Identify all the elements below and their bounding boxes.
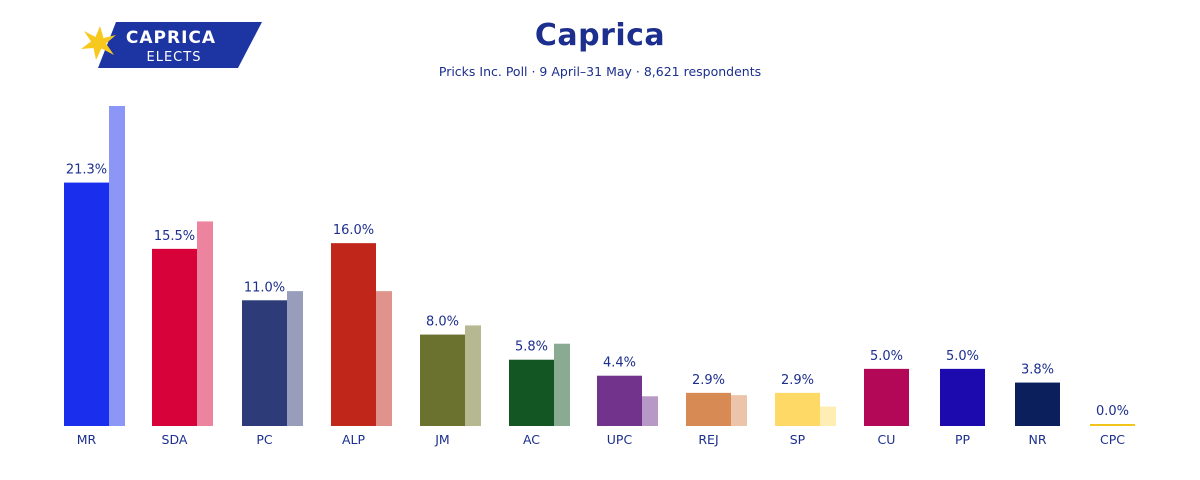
category-label-alp: ALP xyxy=(342,432,366,447)
value-label-alp: 16.0% xyxy=(333,223,374,238)
logo-line-2: ELECTS xyxy=(147,50,202,65)
bar-previous-jm xyxy=(465,325,481,426)
bar-previous-pc xyxy=(287,291,303,426)
value-label-sda: 15.5% xyxy=(154,229,195,244)
category-label-upc: UPC xyxy=(607,432,633,447)
value-label-cu: 5.0% xyxy=(870,349,903,364)
bar-previous-sp xyxy=(820,406,836,426)
logo-banner xyxy=(98,22,262,68)
category-label-cpc: CPC xyxy=(1100,432,1125,447)
category-label-nr: NR xyxy=(1028,432,1046,447)
bar-sda xyxy=(152,248,197,426)
logo-line-1: CAPRICA xyxy=(126,28,216,48)
category-label-sda: SDA xyxy=(162,432,188,447)
value-label-cpc: 0.0% xyxy=(1096,404,1129,419)
bar-jm xyxy=(420,334,465,426)
category-label-pc: PC xyxy=(256,432,273,447)
bar-previous-ac xyxy=(554,343,570,426)
chart-title: Caprica xyxy=(534,18,666,53)
bar-previous-upc xyxy=(642,396,658,426)
bar-upc xyxy=(597,375,642,426)
category-label-mr: MR xyxy=(77,432,97,447)
bar-previous-alp xyxy=(376,291,392,426)
value-label-sp: 2.9% xyxy=(781,373,814,388)
value-label-mr: 21.3% xyxy=(66,163,107,178)
caprica-elects-logo: CAPRICA ELECTS xyxy=(81,22,262,68)
value-label-ac: 5.8% xyxy=(515,340,548,355)
category-label-cu: CU xyxy=(878,432,896,447)
bar-mr xyxy=(64,182,109,426)
bar-nr xyxy=(1015,382,1060,426)
bar-alp xyxy=(331,243,376,426)
value-label-pc: 11.0% xyxy=(244,280,285,295)
bar-cpc xyxy=(1090,424,1135,426)
bar-sp xyxy=(775,392,820,426)
category-label-jm: JM xyxy=(434,432,449,447)
bar-pc xyxy=(242,300,287,426)
chart-subtitle: Pricks Inc. Poll · 9 April–31 May · 8,62… xyxy=(438,64,762,79)
bar-ac xyxy=(509,359,554,426)
category-label-ac: AC xyxy=(523,432,540,447)
category-label-pp: PP xyxy=(955,432,971,447)
star-icon xyxy=(81,26,116,60)
bar-previous-rej xyxy=(731,395,747,426)
value-label-upc: 4.4% xyxy=(603,356,636,371)
value-label-rej: 2.9% xyxy=(692,373,725,388)
bar-previous-sda xyxy=(197,221,213,426)
bar-pp xyxy=(940,368,985,426)
category-label-sp: SP xyxy=(790,432,806,447)
value-label-nr: 3.8% xyxy=(1021,363,1054,378)
category-label-rej: REJ xyxy=(698,432,718,447)
value-label-jm: 8.0% xyxy=(426,315,459,330)
value-label-pp: 5.0% xyxy=(946,349,979,364)
bar-cu xyxy=(864,368,909,426)
bar-rej xyxy=(686,392,731,426)
bar-previous-mr xyxy=(109,106,125,426)
